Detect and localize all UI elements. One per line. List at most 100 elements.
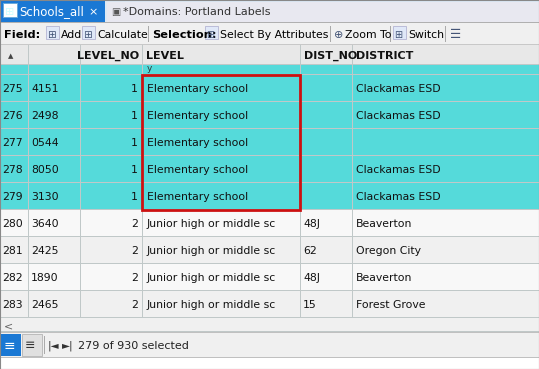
Bar	[300, 75, 301, 102]
Bar	[82, 26, 95, 39]
Bar	[80, 237, 81, 264]
Bar	[80, 75, 81, 102]
Text: ≡: ≡	[4, 339, 16, 353]
Text: ⊞: ⊞	[206, 30, 214, 40]
Bar	[0, 44, 539, 45]
Bar	[0, 209, 539, 210]
Bar	[142, 156, 143, 183]
Text: Clackamas ESD: Clackamas ESD	[356, 84, 440, 94]
Text: DISTRICT: DISTRICT	[356, 51, 413, 61]
Text: ⊞: ⊞	[5, 7, 15, 17]
Text: Calculate: Calculate	[97, 30, 148, 40]
Bar	[300, 156, 301, 183]
Text: 48J: 48J	[303, 273, 320, 283]
Text: 1890: 1890	[31, 273, 59, 283]
Bar	[0, 263, 539, 264]
Bar	[28, 210, 29, 237]
Bar	[28, 291, 29, 318]
Text: Junior high or middle sc: Junior high or middle sc	[147, 219, 277, 229]
Bar	[0, 74, 539, 75]
Bar	[0, 128, 539, 129]
Bar	[0, 23, 539, 45]
Bar	[3, 3, 17, 17]
Bar	[28, 237, 29, 264]
Text: 0544: 0544	[31, 138, 59, 148]
Text: 2: 2	[131, 300, 138, 310]
Text: 48J: 48J	[303, 219, 320, 229]
Bar	[142, 102, 143, 129]
Text: Zoom To: Zoom To	[345, 30, 391, 40]
Text: Junior high or middle sc: Junior high or middle sc	[147, 273, 277, 283]
Bar	[0, 264, 539, 291]
Text: 1: 1	[131, 192, 138, 202]
Text: 2: 2	[131, 219, 138, 229]
Bar	[0, 236, 539, 237]
Bar	[142, 237, 143, 264]
Bar	[0, 0, 105, 22]
Text: LEVEL: LEVEL	[146, 51, 184, 61]
Bar	[352, 102, 353, 129]
Bar	[80, 183, 81, 210]
Bar	[80, 65, 81, 75]
Text: 4151: 4151	[31, 84, 59, 94]
Bar	[142, 65, 143, 75]
Bar	[22, 334, 42, 356]
Bar	[0, 182, 539, 183]
Text: Beaverton: Beaverton	[356, 273, 412, 283]
Text: ▣: ▣	[111, 7, 120, 17]
Text: Elementary school: Elementary school	[147, 138, 248, 148]
Bar	[0, 332, 539, 333]
Text: Clackamas ESD: Clackamas ESD	[356, 165, 440, 175]
Bar	[0, 22, 539, 23]
Bar	[0, 291, 539, 318]
Text: ▲: ▲	[8, 53, 13, 59]
Bar	[390, 26, 391, 42]
Text: 3130: 3130	[31, 192, 59, 202]
Bar	[0, 155, 539, 156]
Text: 1: 1	[131, 84, 138, 94]
Bar	[46, 26, 59, 39]
Text: Junior high or middle sc: Junior high or middle sc	[147, 246, 277, 256]
Text: 3640: 3640	[31, 219, 59, 229]
Text: 2: 2	[131, 246, 138, 256]
Bar	[393, 26, 406, 39]
Bar	[205, 26, 218, 39]
Text: |◄: |◄	[48, 341, 60, 351]
Text: ☰: ☰	[450, 28, 461, 41]
Bar	[28, 129, 29, 156]
Text: 281: 281	[2, 246, 23, 256]
Text: Elementary school: Elementary school	[147, 84, 248, 94]
Bar	[142, 210, 143, 237]
Bar	[28, 156, 29, 183]
Text: Field:: Field:	[4, 30, 40, 40]
Bar	[0, 65, 539, 75]
Bar	[80, 210, 81, 237]
Text: ⊞: ⊞	[47, 30, 56, 40]
Bar	[28, 264, 29, 291]
Text: 277: 277	[2, 138, 23, 148]
Bar	[80, 291, 81, 318]
Bar	[352, 264, 353, 291]
Bar	[80, 264, 81, 291]
Text: ⊞: ⊞	[83, 30, 92, 40]
Bar	[148, 26, 149, 42]
Text: ⊞: ⊞	[394, 30, 402, 40]
Bar	[0, 0, 539, 22]
Bar	[28, 75, 29, 102]
Text: DIST_NO: DIST_NO	[304, 51, 357, 61]
Text: Beaverton: Beaverton	[356, 219, 412, 229]
Bar	[352, 156, 353, 183]
Bar	[3, 3, 17, 17]
Bar	[142, 183, 143, 210]
Bar	[330, 26, 331, 42]
Text: LEVEL_NO: LEVEL_NO	[77, 51, 139, 61]
Bar	[142, 75, 300, 210]
Text: y: y	[147, 64, 153, 73]
Bar	[0, 332, 539, 358]
Text: Elementary school: Elementary school	[147, 165, 248, 175]
Bar	[0, 101, 539, 102]
Bar	[107, 2, 539, 22]
Text: Forest Grove: Forest Grove	[356, 300, 425, 310]
Bar	[28, 183, 29, 210]
Bar	[142, 75, 143, 102]
